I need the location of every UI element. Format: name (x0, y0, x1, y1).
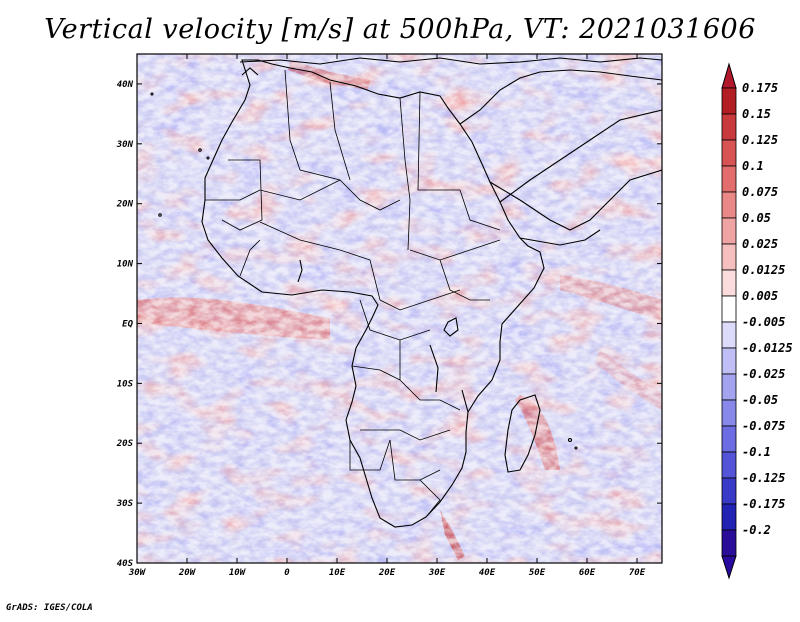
colorbar-level-label: 0.15 (742, 107, 771, 121)
colorbar-level-label: 0.025 (742, 237, 778, 251)
lon-label: 50E (529, 568, 546, 578)
lat-label: 30S (116, 499, 134, 509)
lat-label: 20S (116, 439, 134, 449)
lat-label: 20N (116, 200, 134, 210)
colorbar-level-label: 0.075 (742, 185, 778, 199)
colorbar-level-label: -0.2 (742, 523, 771, 537)
colorbar-level-label: 0.0125 (742, 263, 785, 277)
lat-label: EQ (122, 319, 133, 329)
colorbar-level-label: -0.075 (742, 419, 785, 433)
lon-label: 0 (284, 568, 290, 578)
colorbar-level-label: -0.0125 (742, 341, 793, 355)
lon-label: 20W (178, 568, 197, 578)
lon-label: 10W (229, 568, 247, 578)
colorbar-swatch (722, 348, 736, 374)
lon-label: 30W (128, 568, 147, 578)
colorbar-level-label: 0.175 (742, 81, 778, 95)
colorbar-swatch (722, 218, 736, 244)
grads-credit: GrADS: IGES/COLA (6, 603, 93, 613)
colorbar-swatch (722, 504, 736, 530)
lon-label: 20E (378, 568, 396, 578)
colorbar-swatch (722, 140, 736, 166)
colorbar-level-label: -0.005 (742, 315, 785, 329)
lat-label: 40N (117, 80, 134, 90)
colorbar-swatch (722, 192, 736, 218)
lon-label: 30E (428, 568, 446, 578)
colorbar-top-arrow (722, 64, 736, 88)
lon-label: 70E (629, 568, 646, 578)
colorbar-swatch (722, 426, 736, 452)
colorbar-swatch (722, 374, 736, 400)
lat-label: 10N (117, 260, 134, 270)
colorbar-level-label: 0.1 (742, 159, 764, 173)
colorbar-swatch (722, 530, 736, 556)
colorbar-level-label: -0.175 (742, 497, 785, 511)
colorbar-level-label: -0.025 (742, 367, 785, 381)
colorbar-swatch (722, 270, 736, 296)
colorbar-swatch (722, 244, 736, 270)
colorbar-swatch (722, 322, 736, 348)
lat-label: 30N (116, 140, 134, 150)
colorbar-swatch (722, 478, 736, 504)
colorbar-level-label: 0.005 (742, 289, 778, 303)
colorbar-swatch (722, 88, 736, 114)
colorbar-level-label: 0.05 (742, 211, 771, 225)
colorbar-level-label: -0.05 (742, 393, 778, 407)
lat-label: 10S (117, 379, 134, 389)
lon-label: 60E (579, 568, 596, 578)
colorbar: 0.175 0.15 0.125 0.1 0.075 0.05 0.025 0.0125 0.0… (722, 64, 793, 578)
colorbar-swatch (722, 166, 736, 192)
colorbar-level-label: 0.125 (742, 133, 778, 147)
colorbar-swatch (722, 452, 736, 478)
colorbar-bottom-arrow (722, 556, 736, 578)
velocity-field (137, 54, 662, 563)
colorbar-swatch (722, 400, 736, 426)
colorbar-level-label: -0.125 (742, 471, 785, 485)
lon-label: 40E (479, 568, 496, 578)
lon-label: 10E (329, 568, 346, 578)
colorbar-level-label: -0.1 (742, 445, 771, 459)
colorbar-swatch (722, 296, 736, 322)
colorbar-swatch (722, 114, 736, 140)
